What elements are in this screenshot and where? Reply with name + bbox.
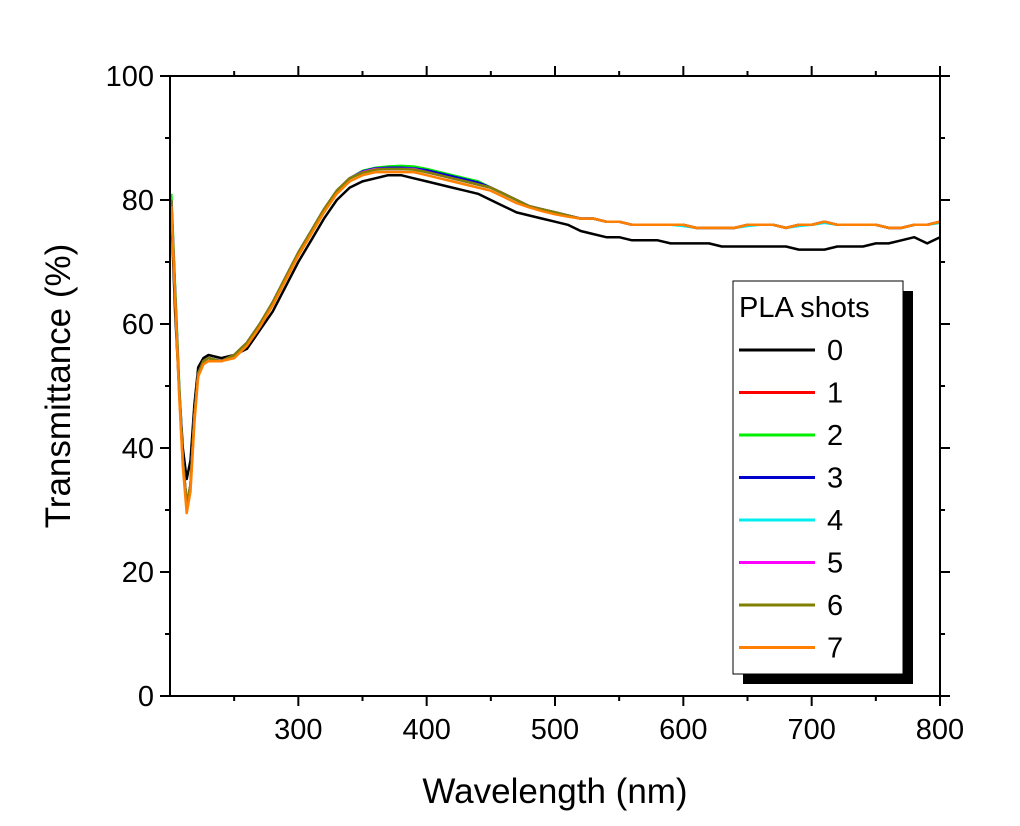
x-tick-label: 300 <box>274 714 322 746</box>
y-tick-label: 100 <box>106 61 154 93</box>
legend-title: PLA shots <box>739 292 870 324</box>
plot-frame <box>169 75 941 697</box>
x-tick-label: 400 <box>402 714 450 746</box>
series-line-7 <box>170 170 941 515</box>
x-axis-ticks: 300 400 500 600 700 800 <box>233 66 964 746</box>
legend-items: 0 1 2 3 4 5 6 7 <box>739 335 843 665</box>
x-axis-title: Wavelength (nm) <box>422 772 687 811</box>
x-tick-label: 600 <box>659 714 707 746</box>
y-axis-title: Transmittance (%) <box>39 244 78 529</box>
legend: PLA shots 0 1 2 3 4 5 6 7 <box>732 280 913 684</box>
y-tick-label: 40 <box>122 433 154 465</box>
x-tick-label: 500 <box>531 714 579 746</box>
x-tick-label: 800 <box>916 714 964 746</box>
legend-label-3: 3 <box>827 463 843 495</box>
legend-label-6: 6 <box>827 590 843 622</box>
y-tick-label: 60 <box>122 309 154 341</box>
legend-label-5: 5 <box>827 548 843 580</box>
y-tick-label: 0 <box>138 681 154 713</box>
y-tick-label: 20 <box>122 557 154 589</box>
x-tick-label: 700 <box>787 714 835 746</box>
y-tick-label: 80 <box>122 185 154 217</box>
legend-label-1: 1 <box>827 378 843 410</box>
legend-label-4: 4 <box>827 505 843 537</box>
legend-label-7: 7 <box>827 633 843 665</box>
series-layer <box>170 164 941 515</box>
legend-label-2: 2 <box>827 420 843 452</box>
legend-label-0: 0 <box>827 335 843 367</box>
